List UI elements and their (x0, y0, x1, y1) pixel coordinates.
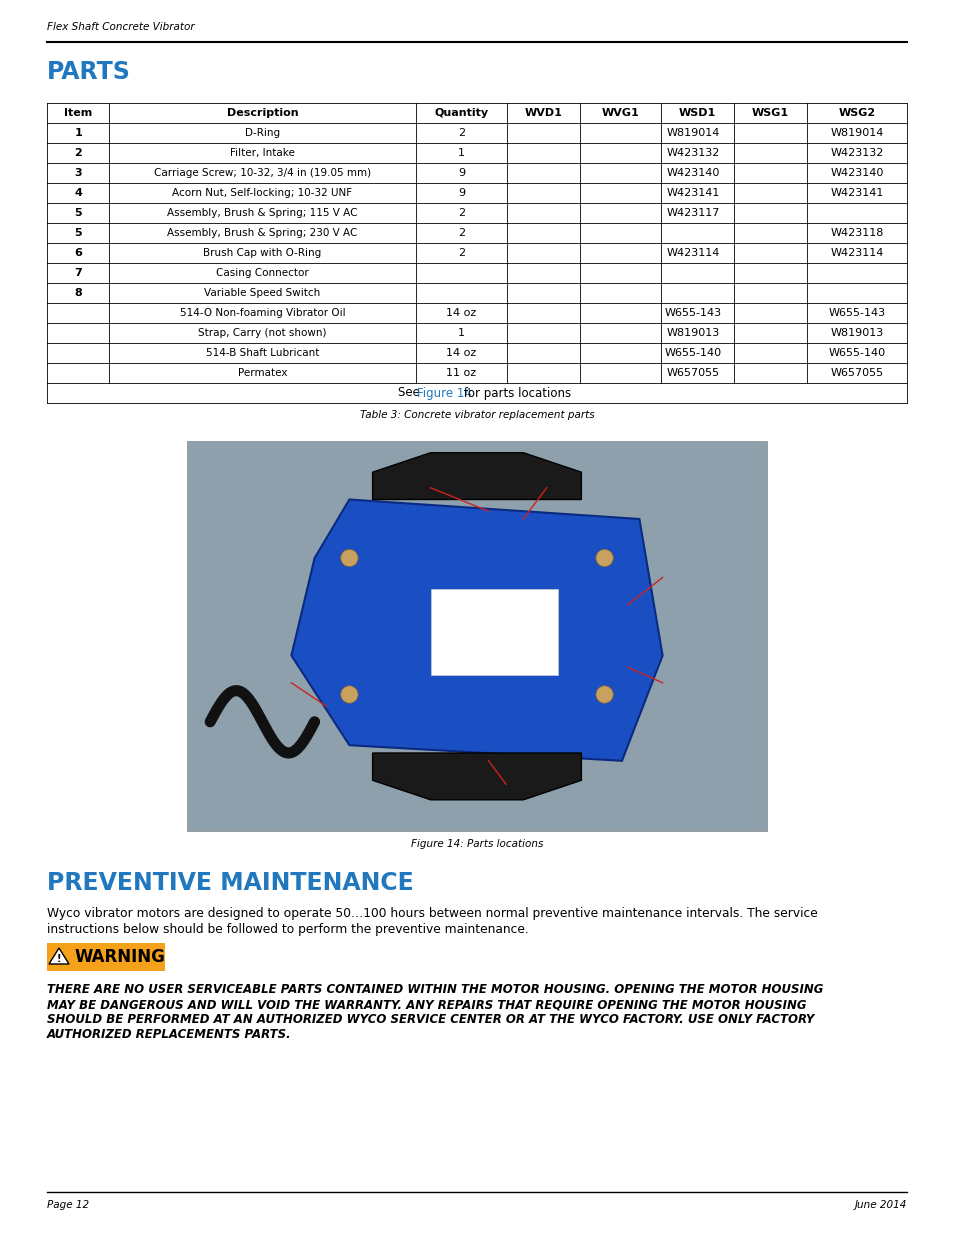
Text: W655-143: W655-143 (827, 308, 884, 317)
Text: Quantity: Quantity (434, 107, 488, 119)
Text: W655-143: W655-143 (664, 308, 721, 317)
Text: Carriage Screw; 10-32, 3/4 in (19.05 mm): Carriage Screw; 10-32, 3/4 in (19.05 mm) (153, 168, 371, 178)
Text: W819013: W819013 (829, 329, 882, 338)
Text: See: See (397, 387, 423, 399)
Text: 14 oz: 14 oz (446, 348, 476, 358)
Text: Casing Connector: Casing Connector (216, 268, 309, 278)
Text: 514-O Non-foaming Vibrator Oil: 514-O Non-foaming Vibrator Oil (179, 308, 345, 317)
Text: 514-B Shaft Lubricant: 514-B Shaft Lubricant (206, 348, 319, 358)
Text: WSD1: WSD1 (678, 107, 716, 119)
Text: WARNING: WARNING (75, 948, 166, 966)
Text: PREVENTIVE MAINTENANCE: PREVENTIVE MAINTENANCE (47, 871, 414, 895)
Text: Figure 14: Parts locations: Figure 14: Parts locations (411, 839, 542, 848)
Text: Page 12: Page 12 (47, 1200, 89, 1210)
Text: W423117: W423117 (666, 207, 720, 219)
Text: Acorn Nut, Self-locking; 10-32 UNF: Acorn Nut, Self-locking; 10-32 UNF (172, 188, 353, 198)
Text: PARTS: PARTS (47, 61, 131, 84)
Text: Permatex: Permatex (237, 368, 287, 378)
Text: Wyco vibrator motors are designed to operate 50…100 hours between normal prevent: Wyco vibrator motors are designed to ope… (47, 906, 817, 920)
Text: 2: 2 (457, 207, 464, 219)
Polygon shape (373, 753, 580, 800)
Bar (187, 441, 766, 831)
Text: 9: 9 (457, 188, 464, 198)
Text: THERE ARE NO USER SERVICEABLE PARTS CONTAINED WITHIN THE MOTOR HOUSING. OPENING : THERE ARE NO USER SERVICEABLE PARTS CONT… (47, 983, 822, 995)
Text: Assembly, Brush & Spring; 115 V AC: Assembly, Brush & Spring; 115 V AC (167, 207, 357, 219)
Circle shape (340, 685, 357, 703)
Text: 6: 6 (74, 248, 82, 258)
Text: W423141: W423141 (829, 188, 882, 198)
Text: 2: 2 (457, 248, 464, 258)
Text: AUTHORIZED REPLACEMENTS PARTS.: AUTHORIZED REPLACEMENTS PARTS. (47, 1028, 292, 1041)
Text: 2: 2 (457, 128, 464, 138)
Circle shape (596, 550, 613, 567)
Text: W423114: W423114 (666, 248, 720, 258)
Text: 2: 2 (74, 148, 82, 158)
Polygon shape (373, 453, 580, 499)
Text: Table 3: Concrete vibrator replacement parts: Table 3: Concrete vibrator replacement p… (359, 410, 594, 420)
Polygon shape (49, 948, 69, 965)
Text: Assembly, Brush & Spring; 230 V AC: Assembly, Brush & Spring; 230 V AC (167, 228, 357, 238)
Text: W655-140: W655-140 (664, 348, 721, 358)
Text: WVG1: WVG1 (601, 107, 639, 119)
Text: !: ! (56, 953, 61, 965)
Text: 1: 1 (74, 128, 82, 138)
Text: W657055: W657055 (666, 368, 720, 378)
Text: MAY BE DANGEROUS AND WILL VOID THE WARRANTY. ANY REPAIRS THAT REQUIRE OPENING TH: MAY BE DANGEROUS AND WILL VOID THE WARRA… (47, 998, 805, 1011)
Text: Brush Cap with O-Ring: Brush Cap with O-Ring (203, 248, 321, 258)
Text: D-Ring: D-Ring (245, 128, 280, 138)
Text: W423132: W423132 (829, 148, 882, 158)
Text: WSG2: WSG2 (838, 107, 875, 119)
Text: W423132: W423132 (666, 148, 720, 158)
Text: 11 oz: 11 oz (446, 368, 476, 378)
Text: Strap, Carry (not shown): Strap, Carry (not shown) (198, 329, 327, 338)
Text: W423141: W423141 (666, 188, 720, 198)
Text: 5: 5 (74, 207, 82, 219)
Text: 4: 4 (74, 188, 82, 198)
Text: 1: 1 (457, 329, 464, 338)
Text: Flex Shaft Concrete Vibrator: Flex Shaft Concrete Vibrator (47, 22, 194, 32)
Text: W423140: W423140 (829, 168, 882, 178)
Text: SHOULD BE PERFORMED AT AN AUTHORIZED WYCO SERVICE CENTER OR AT THE WYCO FACTORY.: SHOULD BE PERFORMED AT AN AUTHORIZED WYC… (47, 1013, 814, 1026)
Bar (430, 589, 558, 676)
Circle shape (340, 550, 357, 567)
Text: for parts locations: for parts locations (459, 387, 571, 399)
Text: June 2014: June 2014 (854, 1200, 906, 1210)
Text: Variable Speed Switch: Variable Speed Switch (204, 288, 320, 298)
Text: 9: 9 (457, 168, 464, 178)
Text: 8: 8 (74, 288, 82, 298)
Circle shape (596, 685, 613, 703)
Text: 2: 2 (457, 228, 464, 238)
Text: Description: Description (227, 107, 298, 119)
Text: W423114: W423114 (829, 248, 882, 258)
Text: 5: 5 (74, 228, 82, 238)
Bar (47, 944, 165, 971)
Text: 3: 3 (74, 168, 82, 178)
Text: W655-140: W655-140 (827, 348, 884, 358)
Text: W423140: W423140 (666, 168, 720, 178)
Text: Figure 14: Figure 14 (416, 387, 472, 399)
Text: WVD1: WVD1 (524, 107, 562, 119)
Text: 7: 7 (74, 268, 82, 278)
Text: W819013: W819013 (666, 329, 720, 338)
Text: W423118: W423118 (829, 228, 882, 238)
Text: Filter, Intake: Filter, Intake (230, 148, 294, 158)
Text: W657055: W657055 (829, 368, 882, 378)
Polygon shape (291, 499, 662, 761)
Text: W819014: W819014 (666, 128, 720, 138)
Text: W819014: W819014 (829, 128, 882, 138)
Text: WSG1: WSG1 (751, 107, 788, 119)
Text: 1: 1 (457, 148, 464, 158)
Text: Item: Item (64, 107, 92, 119)
Text: 14 oz: 14 oz (446, 308, 476, 317)
Text: instructions below should be followed to perform the preventive maintenance.: instructions below should be followed to… (47, 923, 528, 936)
